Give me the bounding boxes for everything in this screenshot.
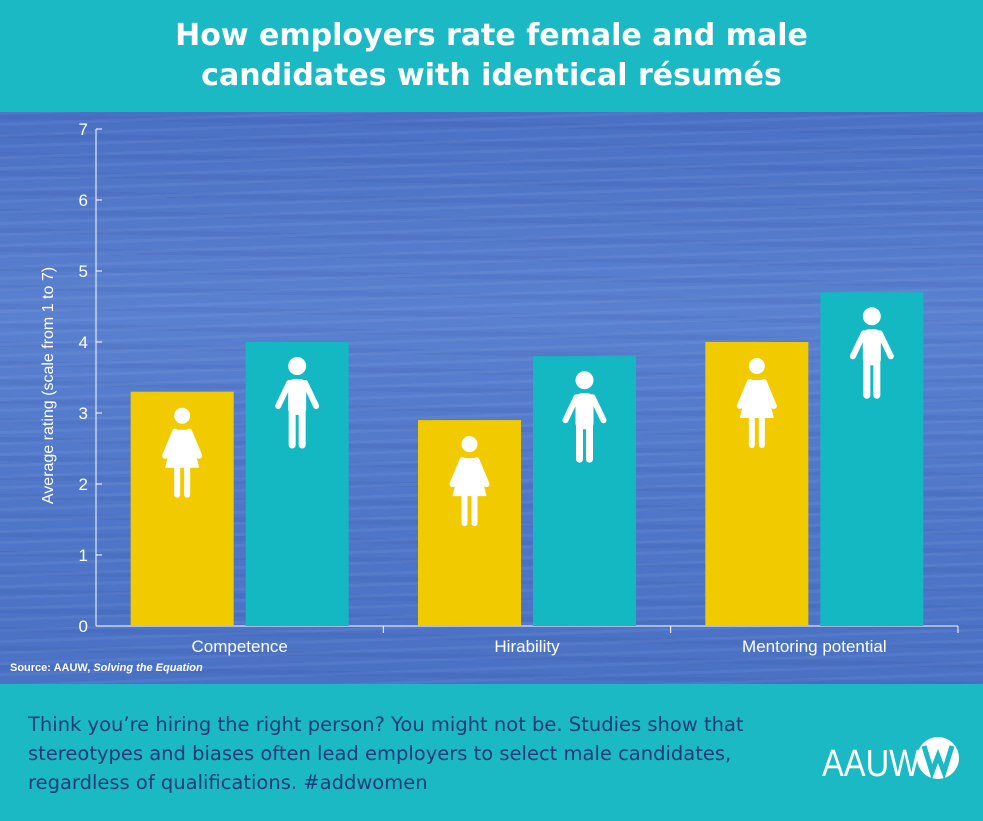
logo-w-mark: [921, 745, 955, 780]
y-tick-label: 5: [79, 262, 88, 281]
y-tick-label: 7: [79, 120, 88, 139]
woman-figure-icon: [162, 407, 203, 498]
man-figure-icon: [849, 307, 894, 399]
woman-figure-icon: [449, 436, 490, 527]
x-category-label: Hirability: [494, 637, 560, 656]
bar-chart: 0 1 2 3 4 5 6 7 Average rating (scale from 1 to …: [40, 120, 959, 656]
x-category-label: Mentoring potential: [742, 637, 887, 656]
footer-band: [0, 684, 983, 821]
source-title: Solving the Equation: [93, 662, 203, 674]
man-figure-icon: [275, 357, 320, 449]
y-tick-label: 4: [79, 333, 88, 352]
y-axis-label: Average rating (scale from 1 to 7): [40, 267, 57, 504]
y-tick-label: 3: [79, 404, 88, 423]
header-band: [0, 0, 983, 112]
x-category-label: Competence: [191, 637, 287, 656]
chart-title: How employers rate female and male candi…: [0, 16, 983, 96]
bar-female: [130, 391, 234, 626]
footer-message: Think you’re hiring the right person? Yo…: [28, 713, 744, 794]
y-tick-label: 6: [79, 191, 88, 210]
y-tick-label: 0: [79, 617, 88, 636]
chart-title-line-2: candidates with identical résumés: [201, 58, 782, 93]
source-note: Source: AAUW, Solving the Equation: [10, 662, 203, 674]
aauw-logo: AAUW: [822, 737, 959, 782]
man-figure-icon: [562, 371, 607, 463]
bar-female: [418, 420, 521, 626]
chart-title-line-1: How employers rate female and male: [175, 18, 808, 53]
y-tick-label: 1: [79, 546, 88, 565]
source-prefix: Source: AAUW,: [10, 662, 94, 674]
y-tick-label: 2: [79, 475, 88, 494]
woman-figure-icon: [736, 358, 777, 448]
logo-text: AAUW: [822, 743, 920, 782]
